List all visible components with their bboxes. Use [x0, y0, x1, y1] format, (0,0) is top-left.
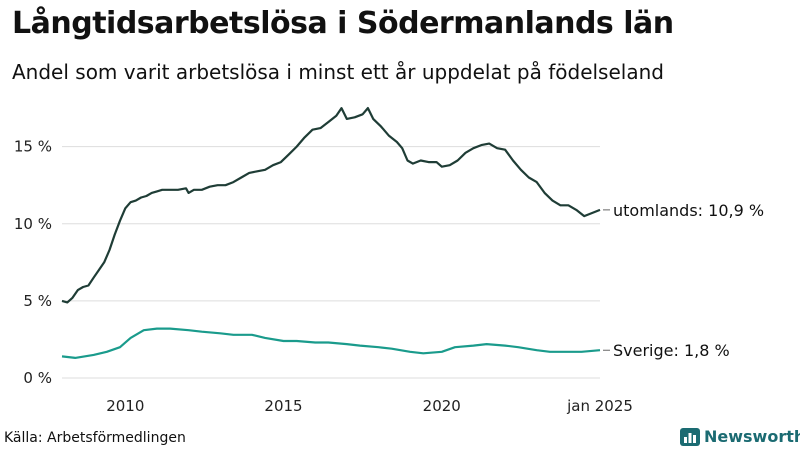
x-axis-labels: 2010 2015 2020 jan 2025 — [106, 397, 633, 415]
y-axis-labels: 0 % 5 % 10 % 15 % — [14, 138, 52, 387]
y-tick-label: 5 % — [23, 292, 52, 310]
y-tick-label: 0 % — [23, 369, 52, 387]
y-tick-label: 10 % — [14, 215, 52, 233]
x-tick-label: 2010 — [106, 397, 144, 415]
x-tick-label: 2015 — [264, 397, 302, 415]
chart-subtitle: Andel som varit arbetslösa i minst ett å… — [12, 60, 664, 84]
gridlines — [62, 146, 600, 379]
end-label-utomlands: utomlands: 10,9 % — [613, 201, 764, 220]
brand-name: Newsworthy — [704, 427, 800, 446]
x-tick-label: jan 2025 — [566, 397, 633, 415]
source-note: Källa: Arbetsförmedlingen — [4, 430, 186, 446]
y-tick-label: 15 % — [14, 138, 52, 156]
series-end-labels: utomlands: 10,9 % Sverige: 1,8 % — [603, 201, 764, 360]
x-tick-label: 2020 — [423, 397, 461, 415]
series-line-sverige — [61, 327, 601, 359]
chart-title: Långtidsarbetslösa i Södermanlands län — [12, 6, 674, 41]
bar-chart-icon — [680, 427, 700, 446]
brand-logo[interactable]: Newsworthy — [680, 427, 800, 446]
end-label-sverige: Sverige: 1,8 % — [613, 341, 730, 360]
series-line-utomlands — [61, 107, 601, 304]
series-lines — [61, 107, 601, 359]
